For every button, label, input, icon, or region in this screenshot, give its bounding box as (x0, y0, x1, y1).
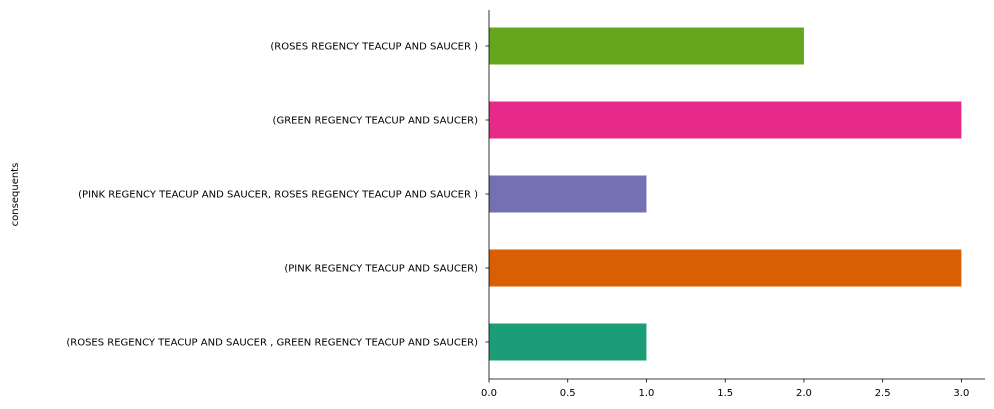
x-tick-label: 2.5 (875, 388, 891, 399)
bars-group (489, 27, 962, 361)
x-tick-label: 0.5 (560, 388, 576, 399)
y-axis-ticks: (ROSES REGENCY TEACUP AND SAUCER ) (GREEN… (66, 42, 489, 349)
x-tick-label: 1.0 (639, 388, 655, 399)
x-axis-ticks: 0.0 0.5 1.0 1.5 2.0 2.5 3.0 (481, 379, 969, 399)
y-axis-label: consequents (10, 163, 21, 227)
y-tick-label: (GREEN REGENCY TEACUP AND SAUCER) (273, 116, 479, 127)
bar (489, 27, 804, 65)
x-tick-label: 1.5 (717, 388, 733, 399)
bar (489, 323, 647, 361)
x-tick-label: 3.0 (953, 388, 969, 399)
y-tick-label: (PINK REGENCY TEACUP AND SAUCER) (284, 264, 478, 275)
y-tick-label: (ROSES REGENCY TEACUP AND SAUCER ) (270, 42, 478, 53)
bar (489, 175, 647, 213)
bar (489, 101, 962, 139)
y-tick-label: (ROSES REGENCY TEACUP AND SAUCER , GREEN… (66, 338, 478, 349)
y-tick-label: (PINK REGENCY TEACUP AND SAUCER, ROSES R… (78, 190, 478, 201)
bar (489, 249, 962, 287)
x-tick-label: 2.0 (796, 388, 812, 399)
x-tick-label: 0.0 (481, 388, 497, 399)
